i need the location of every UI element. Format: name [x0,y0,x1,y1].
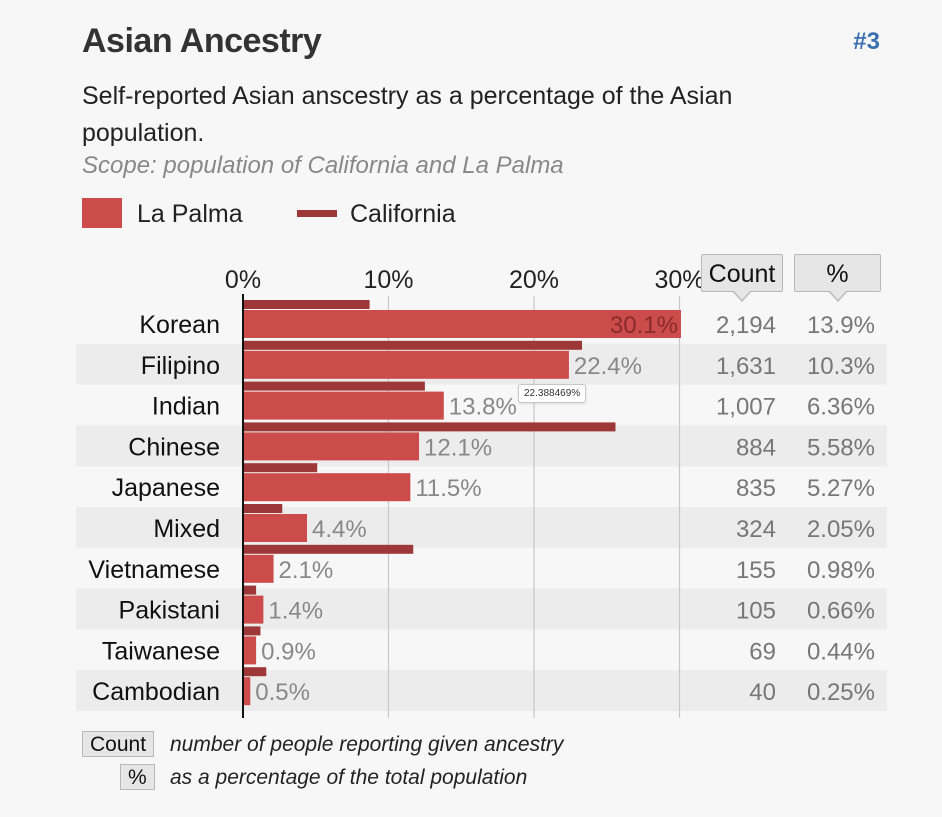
count-value: 1,631 [716,353,776,380]
count-value: 1,007 [716,394,776,421]
category-label: Pakistani [119,597,220,625]
data-label: 4.4% [312,516,367,543]
bar-california [243,381,425,391]
row-background [76,425,887,467]
bar-california [243,340,583,350]
percent-value: 0.44% [807,638,875,665]
bar-la-palma [243,432,420,461]
count-description: number of people reporting given ancestr… [170,733,564,756]
sort-caret-fill [829,291,846,300]
bar-california [243,422,616,432]
count-value: 69 [749,638,776,665]
category-label: Mixed [153,515,220,543]
percent-value: 0.25% [807,679,875,706]
chart-title: Asian Ancestry [82,22,322,60]
count-key-button[interactable]: Count [82,731,155,757]
count-value: 155 [736,557,776,584]
rank-link[interactable]: #3 [853,28,880,55]
bar-la-palma [243,514,308,542]
data-label: 1.4% [268,598,323,625]
percent-value: 5.58% [807,434,875,461]
percent-value: 10.3% [807,353,875,380]
bar-california [243,300,370,309]
data-label: 0.5% [255,679,310,706]
sort-caret-fill [734,291,750,300]
data-label: 0.9% [261,638,316,665]
row-background [76,670,887,711]
category-label: Korean [139,311,220,339]
bar-california [243,504,283,513]
value-tooltip: 22.388469% [518,384,587,403]
percent-value: 0.98% [807,557,875,584]
x-tick-label: 0% [225,266,261,294]
legend-swatch-la-palma [82,198,122,228]
category-label: Cambodian [92,678,220,706]
data-label: 22.4% [574,353,642,380]
legend-label-la-palma: La Palma [137,200,243,228]
percent-column-header[interactable]: % [794,254,881,302]
bar-california [243,626,261,636]
category-label: Indian [152,393,220,421]
count-value: 324 [736,516,776,543]
category-label: Filipino [141,352,220,380]
category-label: Vietnamese [88,556,220,584]
chart-subtitle: Self-reported Asian anscestry as a perce… [82,82,733,147]
bar-la-palma [243,473,411,502]
bar-la-palma [243,350,569,379]
row-background [76,588,887,630]
legend-swatch-california [297,210,337,217]
percent-header-label: % [826,260,849,288]
x-tick-label: 20% [509,266,559,294]
data-label: 2.1% [279,557,334,584]
percent-value: 5.27% [807,475,875,502]
bar-california [243,667,267,677]
bar-la-palma [243,391,444,420]
bar-la-palma [243,310,681,338]
category-label: Taiwanese [102,637,220,665]
percent-key-button[interactable]: % [120,764,155,790]
bar-la-palma [243,595,264,624]
data-label: 12.1% [424,434,492,461]
count-value: 105 [736,598,776,625]
bar-california [243,585,257,595]
category-label: Chinese [128,433,220,461]
percent-value: 13.9% [807,312,875,339]
bar-la-palma [243,636,257,665]
bar-california [243,463,318,473]
bar-la-palma [243,677,251,706]
data-label: 30.1% [610,312,678,339]
count-column-header[interactable]: Count [701,254,783,302]
data-label: 13.8% [449,394,517,421]
legend-label-california: California [350,200,456,228]
percent-value: 6.36% [807,394,875,421]
x-tick-label: 10% [363,266,413,294]
row-background [76,507,887,548]
count-value: 40 [749,679,776,706]
count-header-label: Count [708,260,776,288]
data-label: 11.5% [415,475,481,502]
bar-la-palma [243,554,274,583]
scope-note: Scope: population of California and La P… [82,152,564,179]
bar-california [243,544,414,554]
percent-description: as a percentage of the total population [170,766,528,789]
percent-value: 0.66% [807,598,875,625]
percent-value: 2.05% [807,516,875,543]
x-tick-label: 30% [654,266,704,294]
count-value: 884 [736,434,776,461]
category-label: Japanese [112,474,220,502]
count-value: 2,194 [716,312,776,339]
count-value: 835 [736,475,776,502]
